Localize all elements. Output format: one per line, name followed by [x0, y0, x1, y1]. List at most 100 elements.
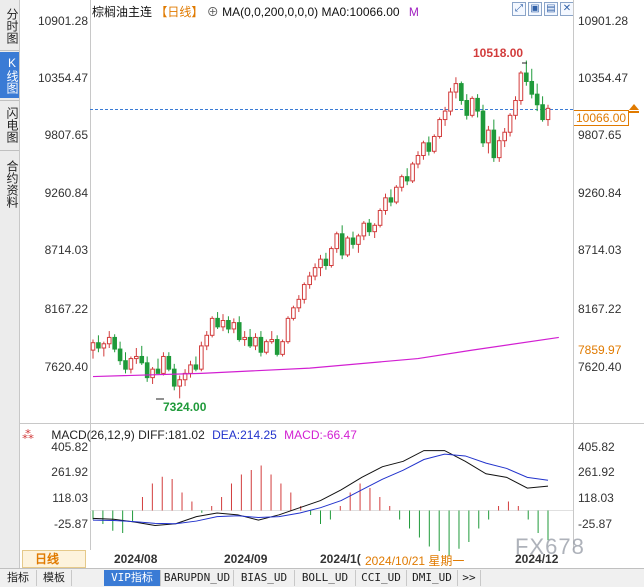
tab-cci[interactable]: CCI_UD	[356, 570, 407, 586]
candle-up	[502, 131, 507, 142]
candle-up	[161, 355, 166, 374]
candle-up	[394, 186, 399, 203]
macd-bars-group	[92, 465, 549, 556]
candle-up	[448, 91, 453, 112]
candle-down	[339, 233, 345, 256]
left-price-label: 10354.47	[37, 71, 88, 85]
candle-up	[442, 110, 448, 121]
cursor-date: 2024/10/21 星期一	[365, 554, 465, 568]
candle-down	[139, 355, 145, 364]
side-tab-strip: 分时图 K线图 闪电图 合约资料	[0, 0, 20, 568]
candle-up	[301, 284, 307, 300]
candle-up	[377, 210, 383, 226]
tab-dmi[interactable]: DMI_UD	[407, 570, 458, 586]
ma-settings-icon[interactable]: ⊕	[206, 5, 219, 19]
ma-line	[92, 336, 559, 378]
ma-value: MA0:10066.00	[321, 5, 400, 19]
tab-indicators[interactable]: 指标	[0, 570, 37, 586]
candle-down	[459, 83, 464, 102]
candle-up	[513, 100, 518, 116]
candle-up	[486, 129, 491, 144]
candle-down	[540, 104, 545, 121]
candle-up	[415, 155, 421, 165]
settings-icon[interactable]: ▤	[544, 2, 558, 16]
tab-boll[interactable]: BOLL_UD	[295, 570, 356, 586]
period-button[interactable]: 日线	[22, 550, 86, 568]
left-price-label: 7620.40	[44, 360, 88, 374]
tab-bias[interactable]: BIAS_UD	[234, 570, 295, 586]
candle-down	[274, 339, 280, 355]
macd-left-label: 118.03	[52, 491, 88, 505]
left-price-label: 10901.28	[37, 14, 88, 28]
candle-up	[296, 298, 302, 309]
macd-settings-icon[interactable]: ⁂	[22, 428, 34, 442]
candle-down	[426, 142, 432, 152]
ma-flag: M	[408, 5, 419, 19]
candle-up	[209, 317, 215, 336]
layout-icon[interactable]: ▣	[528, 2, 542, 16]
candle-up	[469, 97, 475, 116]
macd-left-label: 261.92	[51, 465, 88, 479]
ma-indicator: MA(0,0,200,0,0,0)	[222, 5, 319, 19]
candle-down	[112, 336, 117, 350]
candle-up	[264, 341, 269, 353]
tab-more[interactable]: >>	[458, 570, 481, 586]
candle-up	[345, 237, 350, 256]
left-price-label: 8714.03	[44, 243, 88, 257]
candle-up	[90, 342, 96, 351]
current-price-arrow-icon	[629, 104, 639, 110]
candle-up	[421, 142, 426, 157]
bottom-tab-bar: 指标 模板 VIP指标 BARUPDN_UD BIAS_UD BOLL_UD C…	[0, 568, 644, 587]
candle-down	[96, 342, 101, 349]
side-tab-contract-info[interactable]: 合约资料	[5, 160, 19, 208]
macd-diff-value: DIFF:181.02	[138, 428, 205, 442]
tab-barupdn[interactable]: BARUPDN_UD	[161, 570, 234, 586]
right-price-label: 8167.22	[578, 302, 622, 316]
date-tick: 2024/1(	[320, 552, 361, 566]
ma-price-label: 7859.97	[578, 343, 622, 357]
candle-up	[231, 322, 237, 330]
expand-icon[interactable]: ⤢	[512, 2, 526, 16]
side-tab-kline[interactable]: K线图	[0, 52, 19, 98]
period-label[interactable]: 【日线】	[155, 5, 204, 19]
candle-up	[361, 222, 367, 237]
candle-up	[318, 258, 323, 269]
date-axis: 日线 2024/08 2024/09 2024/1( 2024/10/21 星期…	[20, 534, 644, 568]
candle-down	[480, 110, 486, 144]
candle-up	[280, 341, 285, 355]
macd-header: ⁂ MACD(26,12,9) DIFF:181.02 DEA:214.25 M…	[22, 428, 357, 442]
tab-templates[interactable]: 模板	[37, 570, 72, 586]
candle-up	[188, 364, 193, 374]
candle-up	[312, 267, 318, 277]
left-price-label: 9260.84	[44, 186, 88, 200]
macd-left-label: -25.87	[53, 517, 88, 531]
side-tab-timeshare[interactable]: 分时图	[5, 8, 19, 44]
kline-chart[interactable]	[0, 0, 644, 568]
candles-group	[90, 60, 551, 399]
chart-header: 棕榈油主连 【日线】 ⊕ MA(0,0,200,0,0,0) MA0:10066…	[92, 3, 419, 20]
watermark: FX678	[515, 534, 585, 559]
candle-up	[329, 248, 334, 267]
tab-vip-indicators[interactable]: VIP指标	[104, 570, 161, 586]
macd-diff-line	[92, 450, 549, 527]
candle-down	[366, 222, 372, 233]
candle-up	[383, 197, 388, 212]
macd-title: MACD(26,12,9)	[51, 428, 135, 442]
candle-up	[134, 355, 139, 360]
candle-up	[453, 83, 459, 93]
candle-down	[404, 176, 410, 182]
right-price-label: 10354.47	[578, 71, 629, 85]
side-tab-flash[interactable]: 闪电图	[5, 107, 19, 143]
candle-up	[150, 368, 155, 379]
candle-up	[545, 107, 551, 121]
candle-up	[253, 336, 258, 347]
macd-right-label: 261.92	[578, 465, 615, 479]
candle-up	[101, 343, 107, 349]
candle-up	[220, 320, 226, 328]
candle-down	[171, 368, 177, 387]
candle-up	[307, 275, 312, 286]
candle-down	[215, 317, 220, 328]
candle-down	[524, 72, 529, 82]
instrument-title: 棕榈油主连	[92, 5, 153, 19]
macd-right-label: 405.82	[578, 440, 615, 454]
